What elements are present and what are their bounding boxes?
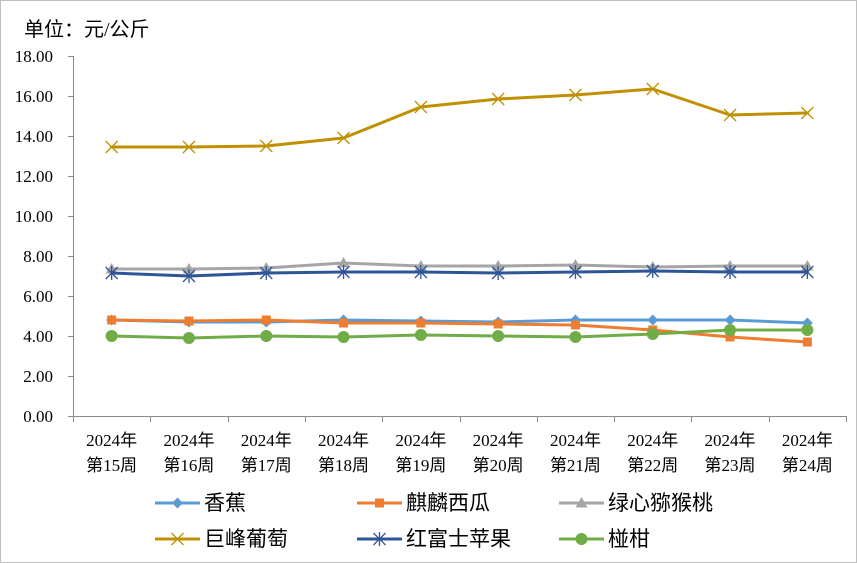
legend-marker bbox=[172, 497, 183, 509]
data-point bbox=[182, 269, 196, 283]
data-point bbox=[800, 106, 814, 120]
data-point bbox=[182, 140, 196, 154]
data-point bbox=[105, 140, 119, 154]
y-tick-label: 16.00 bbox=[15, 87, 53, 106]
x-tick-label: 2024年 第17周 bbox=[240, 431, 292, 475]
series-layer bbox=[105, 82, 814, 347]
y-tick-label: 18.00 bbox=[15, 47, 53, 66]
data-point bbox=[337, 331, 350, 343]
data-point bbox=[337, 265, 351, 279]
y-tick-label: 8.00 bbox=[23, 247, 53, 266]
data-point bbox=[184, 316, 194, 326]
legend-item: 香蕉 bbox=[155, 491, 246, 515]
data-point bbox=[414, 100, 428, 114]
data-point bbox=[337, 131, 351, 145]
legend-label: 香蕉 bbox=[204, 491, 246, 515]
legend-marker bbox=[375, 498, 384, 508]
data-point bbox=[259, 266, 273, 280]
x-tick-label: 2024年 第19周 bbox=[395, 431, 447, 475]
data-point bbox=[723, 108, 737, 122]
data-point bbox=[723, 265, 737, 279]
data-point bbox=[414, 329, 427, 341]
data-point bbox=[491, 92, 505, 106]
legend-label: 巨峰葡萄 bbox=[204, 527, 288, 551]
legend-item: 麒麟西瓜 bbox=[357, 491, 490, 515]
x-tick-label: 2024年 第23周 bbox=[704, 431, 756, 475]
y-tick-label: 10.00 bbox=[15, 207, 53, 226]
x-tick-label: 2024年 第24周 bbox=[781, 431, 833, 475]
data-point bbox=[182, 332, 195, 344]
data-point bbox=[259, 139, 273, 153]
x-tick-label: 2024年 第20周 bbox=[472, 431, 524, 475]
series-line bbox=[110, 87, 809, 149]
data-point bbox=[261, 315, 271, 325]
y-tick-label: 14.00 bbox=[15, 127, 53, 146]
x-tick-label: 2024年 第21周 bbox=[549, 431, 601, 475]
legend-item: 绿心猕猴桃 bbox=[559, 491, 713, 515]
data-point bbox=[724, 324, 737, 336]
data-point bbox=[646, 328, 659, 340]
legend-item: 椪柑 bbox=[559, 527, 650, 551]
data-point bbox=[105, 330, 118, 342]
data-point bbox=[647, 314, 659, 326]
y-tick-label: 2.00 bbox=[23, 367, 53, 386]
data-point bbox=[339, 318, 349, 328]
data-point bbox=[646, 82, 660, 96]
data-point bbox=[725, 332, 735, 342]
data-point bbox=[568, 265, 582, 279]
legend-label: 红富士苹果 bbox=[406, 527, 511, 551]
data-point bbox=[569, 331, 582, 343]
data-point bbox=[568, 88, 582, 102]
y-tick-label: 0.00 bbox=[23, 407, 53, 426]
data-point bbox=[800, 265, 814, 279]
data-point bbox=[646, 264, 660, 278]
data-point bbox=[416, 318, 426, 328]
legend-marker bbox=[575, 497, 588, 508]
data-point bbox=[492, 260, 505, 271]
data-point bbox=[107, 315, 117, 325]
data-point bbox=[491, 266, 505, 280]
y-tick-label: 12.00 bbox=[15, 167, 53, 186]
data-point bbox=[801, 324, 814, 336]
y-tick-label: 6.00 bbox=[23, 287, 53, 306]
legend-item: 巨峰葡萄 bbox=[155, 527, 288, 551]
data-point bbox=[182, 263, 195, 274]
x-tick-label: 2024年 第15周 bbox=[86, 431, 138, 475]
data-point bbox=[492, 330, 505, 342]
series-group bbox=[105, 82, 814, 154]
data-point bbox=[724, 314, 736, 326]
series-line bbox=[110, 261, 809, 271]
series-group bbox=[105, 324, 814, 344]
legend-marker bbox=[373, 532, 386, 546]
legend-marker bbox=[575, 533, 588, 545]
data-point bbox=[493, 319, 503, 329]
legend-label: 麒麟西瓜 bbox=[406, 491, 490, 515]
legend-marker bbox=[171, 532, 184, 546]
data-point bbox=[260, 330, 273, 342]
x-tick-label: 2024年 第22周 bbox=[627, 431, 679, 475]
series-line bbox=[110, 269, 809, 278]
x-tick-label: 2024年 第18周 bbox=[318, 431, 370, 475]
y-tick-label: 4.00 bbox=[23, 327, 53, 346]
series-line bbox=[110, 328, 809, 340]
legend-label: 绿心猕猴桃 bbox=[608, 491, 713, 515]
data-point bbox=[570, 320, 580, 330]
data-point bbox=[337, 257, 350, 268]
legend-label: 椪柑 bbox=[608, 527, 650, 551]
legend-item: 红富士苹果 bbox=[357, 527, 511, 551]
data-point bbox=[569, 259, 582, 270]
data-point bbox=[802, 337, 812, 347]
unit-label: 单位：元/公斤 bbox=[24, 18, 150, 41]
series-group bbox=[105, 264, 814, 283]
axes: 0.00 2.00 4.00 6.00 8.00 10.00 12.00 14.00 16.00… bbox=[15, 47, 847, 426]
data-point bbox=[105, 266, 119, 280]
data-point bbox=[414, 265, 428, 279]
x-tick-label: 2024年 第16周 bbox=[163, 431, 215, 475]
